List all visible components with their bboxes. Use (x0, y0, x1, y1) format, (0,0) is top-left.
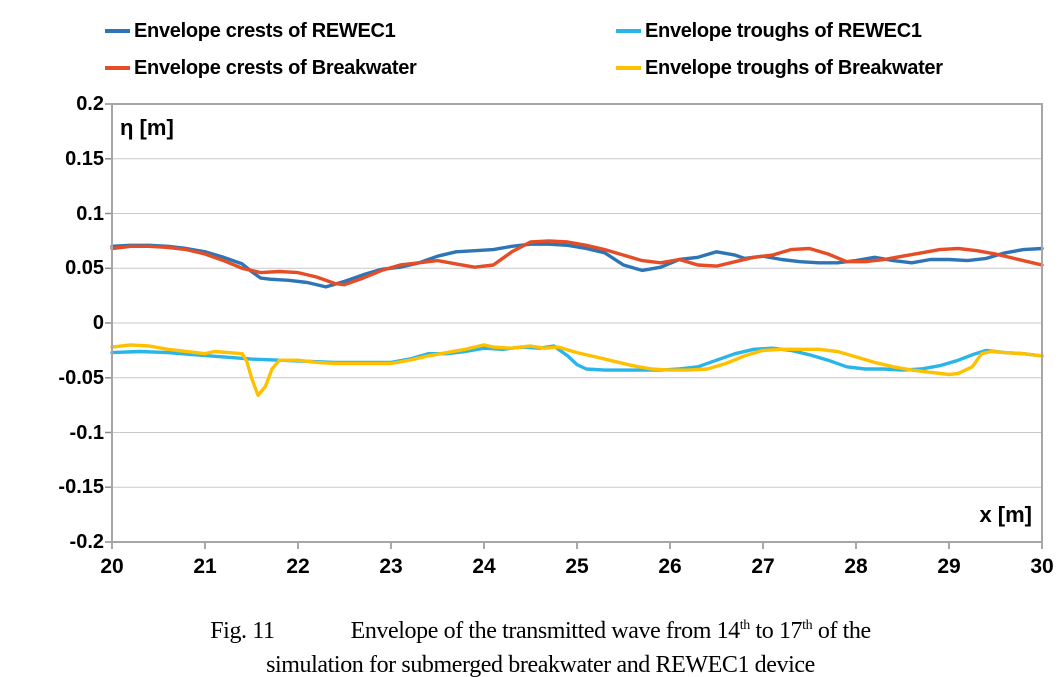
legend-item-troughs-rewec1: Envelope troughs of REWEC1 (616, 19, 922, 43)
legend-line-swatch-red (105, 66, 130, 70)
legend-label: Envelope crests of Breakwater (134, 56, 417, 79)
legend-label: Envelope crests of REWEC1 (134, 19, 396, 42)
legend-label: Envelope troughs of Breakwater (645, 56, 943, 79)
y-tick-label: 0.15 (65, 147, 104, 170)
legend-label: Envelope troughs of REWEC1 (645, 19, 922, 42)
x-tick-label: 21 (193, 555, 217, 578)
y-tick-label: -0.15 (58, 476, 104, 499)
caption-fig-number: Fig. 11 (210, 618, 275, 644)
figure-caption: Fig. 11 Envelope of the transmitted wave … (0, 618, 1059, 677)
x-tick-label: 20 (100, 555, 124, 578)
y-tick-label: 0 (92, 312, 104, 334)
legend-line-swatch-cyan (616, 29, 641, 33)
y-tick-label: -0.1 (69, 421, 104, 444)
legend-line-swatch-blue (105, 29, 130, 33)
x-tick-label: 25 (565, 555, 589, 578)
x-tick-label: 22 (286, 555, 310, 578)
x-tick-label: 29 (937, 555, 961, 578)
y-tick-label: -0.2 (69, 531, 104, 553)
legend-item-troughs-breakwater: Envelope troughs of Breakwater (616, 56, 943, 80)
legend-item-crests-breakwater: Envelope crests of Breakwater (105, 56, 417, 80)
y-axis-title: η [m] (120, 115, 174, 140)
x-tick-label: 26 (658, 555, 682, 578)
y-tick-label: 0.2 (76, 93, 104, 115)
caption-line-2: simulation for submerged breakwater and … (266, 652, 815, 677)
legend-line-swatch-yellow (616, 66, 641, 70)
x-tick-label: 30 (1030, 555, 1054, 578)
y-tick-label: -0.05 (58, 366, 104, 389)
caption-line-1: Fig. 11 Envelope of the transmitted wave … (22, 618, 1059, 645)
y-tick-label: 0.1 (76, 202, 104, 225)
x-axis-title: x [m] (979, 502, 1032, 527)
x-tick-label: 24 (472, 555, 496, 578)
x-tick-label: 23 (379, 555, 403, 578)
caption-text: Envelope of the transmitted wave from 14… (350, 618, 872, 644)
legend-item-crests-rewec1: Envelope crests of REWEC1 (105, 19, 396, 43)
y-tick-label: 0.05 (65, 257, 104, 280)
x-tick-label: 28 (844, 555, 868, 578)
x-tick-label: 27 (751, 555, 775, 578)
